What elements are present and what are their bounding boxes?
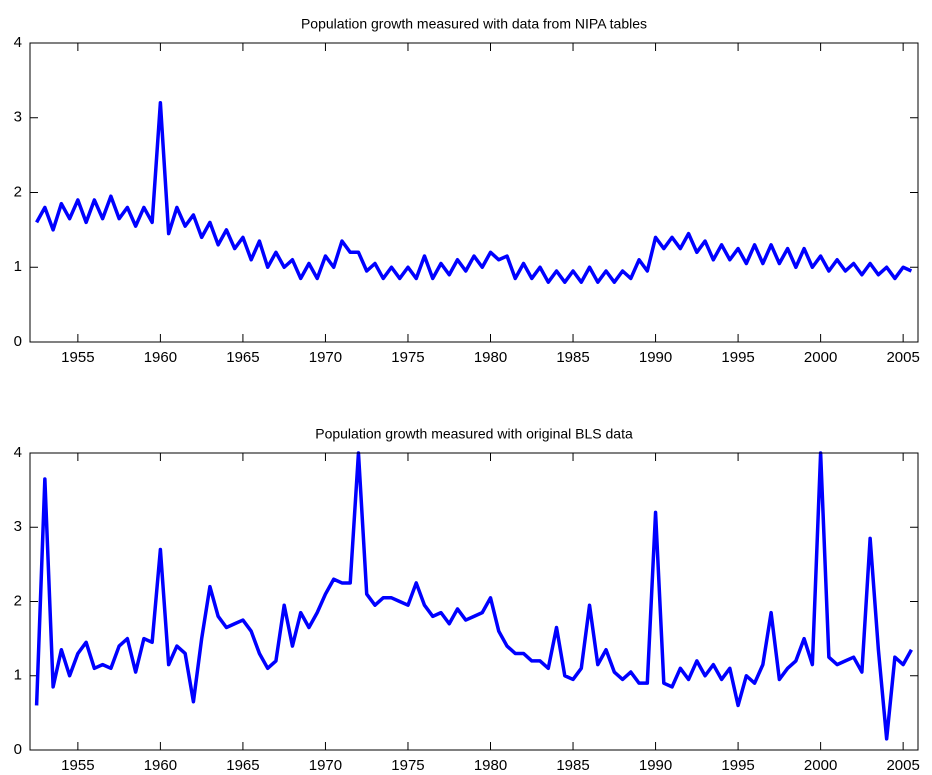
y-tick-label: 4	[14, 444, 22, 461]
x-tick-label: 1975	[391, 349, 424, 366]
x-tick-label: 1970	[309, 757, 342, 774]
y-tick-label: 2	[14, 183, 22, 200]
y-tick-label: 0	[14, 741, 22, 758]
y-tick-label: 3	[14, 109, 22, 126]
x-tick-label: 1970	[309, 349, 342, 366]
x-tick-label: 2000	[804, 349, 837, 366]
x-tick-label: 2005	[886, 349, 919, 366]
x-tick-label: 1985	[556, 349, 589, 366]
y-tick-label: 4	[14, 34, 22, 51]
x-tick-label: 1960	[144, 757, 177, 774]
y-tick-label: 3	[14, 518, 22, 535]
x-tick-label: 1955	[61, 757, 94, 774]
x-tick-label: 1995	[721, 757, 754, 774]
x-tick-label: 1955	[61, 349, 94, 366]
y-tick-label: 2	[14, 592, 22, 609]
x-tick-label: 2000	[804, 757, 837, 774]
y-tick-label: 1	[14, 667, 22, 684]
x-tick-label: 1990	[639, 349, 672, 366]
x-tick-label: 1975	[391, 757, 424, 774]
x-tick-label: 1990	[639, 757, 672, 774]
x-tick-label: 1980	[474, 349, 507, 366]
plot-frame	[29, 452, 919, 751]
plot-frame	[29, 42, 919, 343]
y-tick-label: 1	[14, 258, 22, 275]
x-tick-label: 2005	[886, 757, 919, 774]
y-tick-label: 0	[14, 333, 22, 350]
x-tick-label: 1965	[226, 349, 259, 366]
data-line	[34, 451, 913, 741]
data-line	[35, 101, 913, 284]
x-tick-label: 1980	[474, 757, 507, 774]
chart-title: Population growth measured with data fro…	[301, 16, 647, 32]
x-tick-label: 1960	[144, 349, 177, 366]
chart-title: Population growth measured with original…	[315, 426, 633, 442]
x-tick-label: 1965	[226, 757, 259, 774]
x-tick-label: 1985	[556, 757, 589, 774]
x-tick-label: 1995	[721, 349, 754, 366]
